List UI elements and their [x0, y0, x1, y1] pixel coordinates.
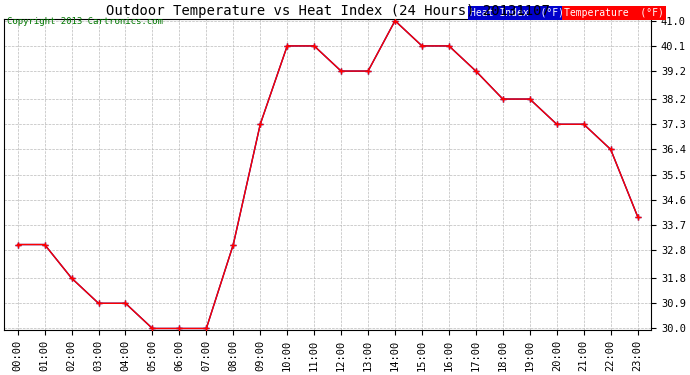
Text: Copyright 2013 Cartronics.com: Copyright 2013 Cartronics.com [7, 17, 163, 26]
Title: Outdoor Temperature vs Heat Index (24 Hours) 20131107: Outdoor Temperature vs Heat Index (24 Ho… [106, 4, 549, 18]
Text: Temperature  (°F): Temperature (°F) [564, 8, 664, 18]
Text: Heat Index  (°F): Heat Index (°F) [470, 8, 564, 18]
